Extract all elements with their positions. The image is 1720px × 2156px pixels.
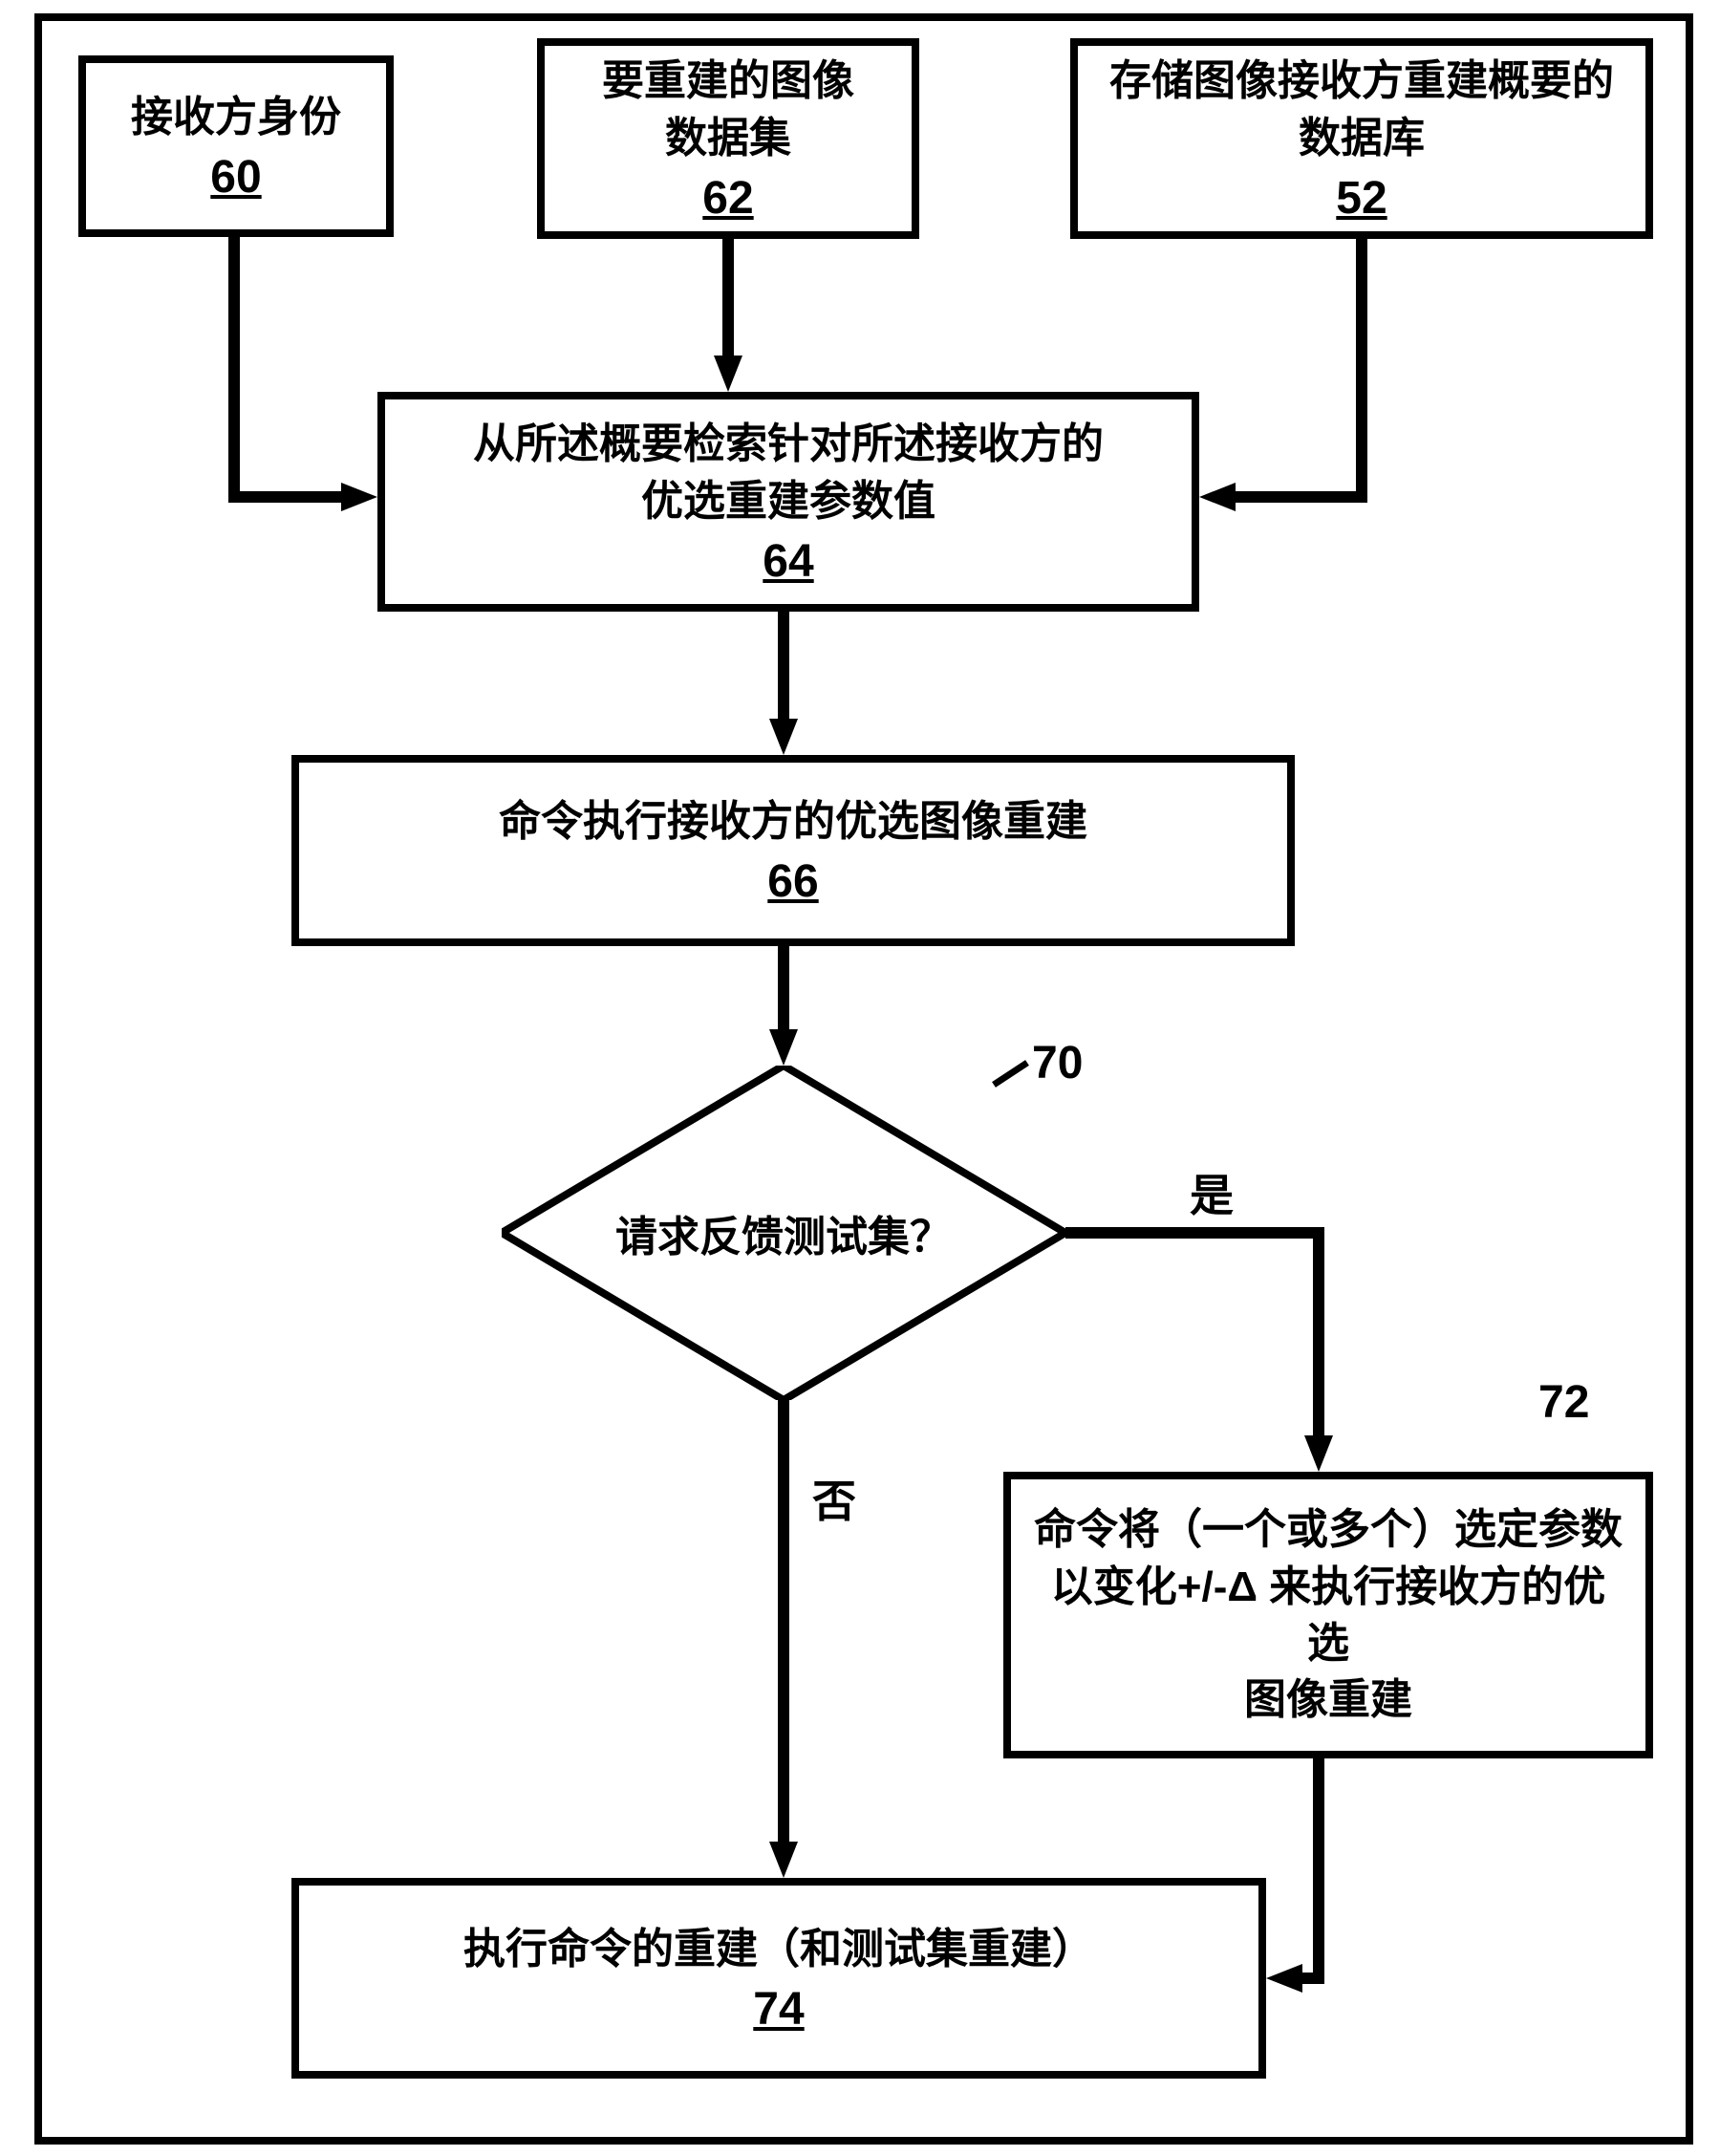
node-64-label: 从所述概要检索针对所述接收方的 优选重建参数值 [473,416,1104,529]
node-66-ref: 66 [767,855,818,908]
node-74-label: 执行命令的重建（和测试集重建） [463,1921,1094,1977]
node-52-label: 存储图像接收方重建概要的 数据库 [1109,53,1614,166]
node-72-label: 命令将（一个或多个）选定参数 以变化+/-Δ 来执行接收方的优选 图像重建 [1030,1501,1626,1729]
node-62-ref: 62 [702,172,753,225]
node-60: 接收方身份 60 [78,55,394,237]
node-62-label: 要重建的图像 数据集 [602,53,854,166]
node-74: 执行命令的重建（和测试集重建） 74 [291,1878,1266,2079]
node-70: 请求反馈测试集？ [502,1066,1065,1400]
node-62: 要重建的图像 数据集 62 [537,38,919,239]
node-64-ref: 64 [763,535,813,588]
node-66: 命令执行接收方的优选图像重建66 [291,755,1295,946]
node-52-ref: 52 [1336,172,1387,225]
edge-label-e70_yes_72: 是 [1190,1161,1234,1224]
node-74-ref: 74 [753,1983,804,2036]
node-60-ref: 60 [210,151,261,204]
node-72: 命令将（一个或多个）选定参数 以变化+/-Δ 来执行接收方的优选 图像重建 [1003,1472,1653,1758]
node-60-label: 接收方身份 [131,89,341,145]
node-52: 存储图像接收方重建概要的 数据库 52 [1070,38,1653,239]
ref-label-70: 70 [1032,1037,1083,1089]
flowchart-canvas: 接收方身份 60 要重建的图像 数据集 62 存储图像接收方重建概要的 数据库 52 从所述… [0,0,1720,2156]
node-70-label: 请求反馈测试集？ [502,1066,1065,1400]
node-64: 从所述概要检索针对所述接收方的 优选重建参数值 64 [377,392,1199,612]
node-66-label: 命令执行接收方的优选图像重建 [499,793,1087,850]
edge-label-e70_no_74: 否 [812,1467,856,1530]
ref-label-72: 72 [1538,1376,1589,1429]
